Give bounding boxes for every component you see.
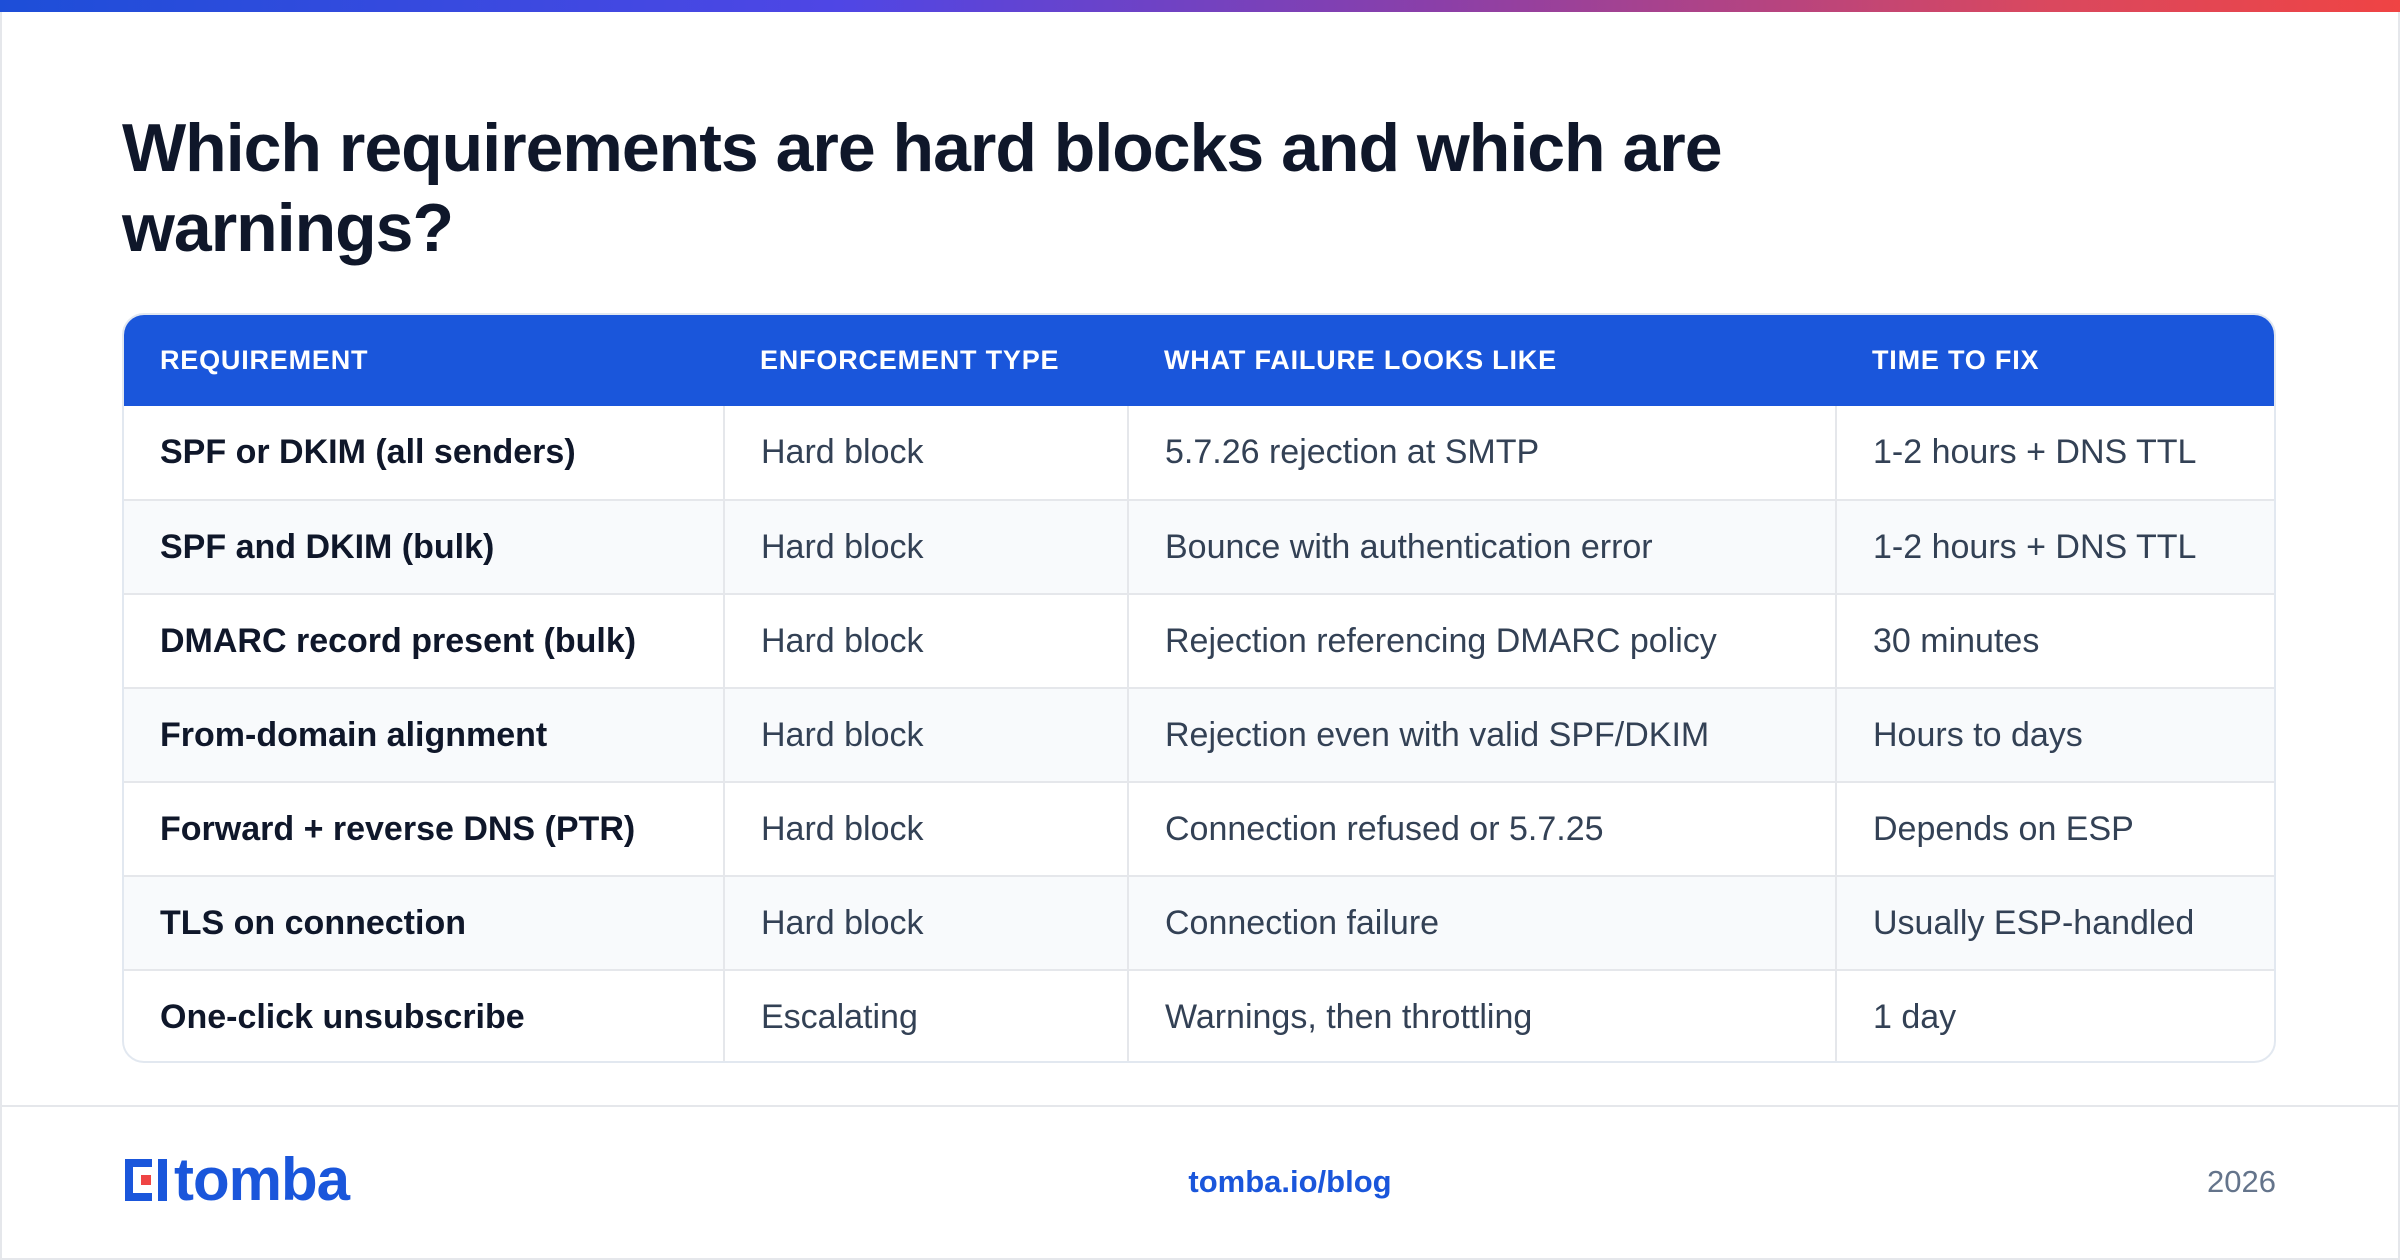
table-row: DMARC record present (bulk) Hard block R…: [124, 593, 2274, 688]
footer-divider: [0, 1105, 2400, 1107]
table-row: Forward + reverse DNS (PTR) Hard block C…: [124, 781, 2274, 876]
gradient-top-bar: [0, 0, 2400, 12]
time-to-fix-cell: Usually ESP-handled: [1835, 875, 2274, 970]
column-header-enforcement-type: ENFORCEMENT TYPE: [760, 345, 1060, 375]
failure-cell: Connection refused or 5.7.25: [1127, 781, 1836, 876]
table-header-row: REQUIREMENT ENFORCEMENT TYPE WHAT FAILUR…: [124, 315, 2274, 406]
column-header-requirement: REQUIREMENT: [160, 345, 369, 375]
table-row: SPF or DKIM (all senders) Hard block 5.7…: [124, 406, 2274, 500]
table-row: From-domain alignment Hard block Rejecti…: [124, 687, 2274, 782]
page-title: Which requirements are hard blocks and w…: [122, 110, 1723, 266]
time-to-fix-cell: Hours to days: [1835, 687, 2274, 782]
requirement-cell: From-domain alignment: [124, 687, 724, 782]
table-row: SPF and DKIM (bulk) Hard block Bounce wi…: [124, 499, 2274, 594]
enforcement-cell: Escalating: [723, 969, 1128, 1061]
enforcement-cell: Hard block: [723, 875, 1128, 970]
requirement-cell: One-click unsubscribe: [124, 969, 724, 1061]
failure-cell: Warnings, then throttling: [1127, 969, 1836, 1061]
footer-year: 2026: [2207, 1164, 2276, 1199]
time-to-fix-cell: 1-2 hours + DNS TTL: [1835, 499, 2274, 594]
blog-link[interactable]: tomba.io/blog: [1188, 1164, 1392, 1199]
enforcement-cell: Hard block: [723, 593, 1128, 688]
failure-cell: Connection failure: [1127, 875, 1836, 970]
requirement-cell: SPF and DKIM (bulk): [124, 499, 724, 594]
failure-cell: Rejection referencing DMARC policy: [1127, 593, 1836, 688]
time-to-fix-cell: Depends on ESP: [1835, 781, 2274, 876]
time-to-fix-cell: 30 minutes: [1835, 593, 2274, 688]
column-header-failure: WHAT FAILURE LOOKS LIKE: [1164, 345, 1557, 375]
requirement-cell: TLS on connection: [124, 875, 724, 970]
time-to-fix-cell: 1-2 hours + DNS TTL: [1835, 406, 2274, 500]
enforcement-cell: Hard block: [723, 406, 1128, 500]
requirement-cell: DMARC record present (bulk): [124, 593, 724, 688]
requirement-cell: Forward + reverse DNS (PTR): [124, 781, 724, 876]
failure-cell: Bounce with authentication error: [1127, 499, 1836, 594]
logo-wordmark: tomba: [174, 1146, 350, 1213]
enforcement-cell: Hard block: [723, 781, 1128, 876]
table-row: One-click unsubscribe Escalating Warning…: [124, 969, 2274, 1061]
time-to-fix-cell: 1 day: [1835, 969, 2274, 1061]
requirement-cell: SPF or DKIM (all senders): [160, 433, 576, 471]
table-row: TLS on connection Hard block Connection …: [124, 875, 2274, 970]
tomba-logo-icon: [125, 1159, 167, 1201]
enforcement-cell: Hard block: [723, 687, 1128, 782]
failure-cell: Rejection even with valid SPF/DKIM: [1127, 687, 1836, 782]
column-header-time-to-fix: TIME TO FIX: [1872, 345, 2040, 375]
requirements-table: REQUIREMENT ENFORCEMENT TYPE WHAT FAILUR…: [122, 313, 2276, 1063]
enforcement-cell: Hard block: [723, 499, 1128, 594]
tomba-logo[interactable]: tomba: [122, 1146, 350, 1213]
failure-cell: 5.7.26 rejection at SMTP: [1127, 406, 1836, 500]
